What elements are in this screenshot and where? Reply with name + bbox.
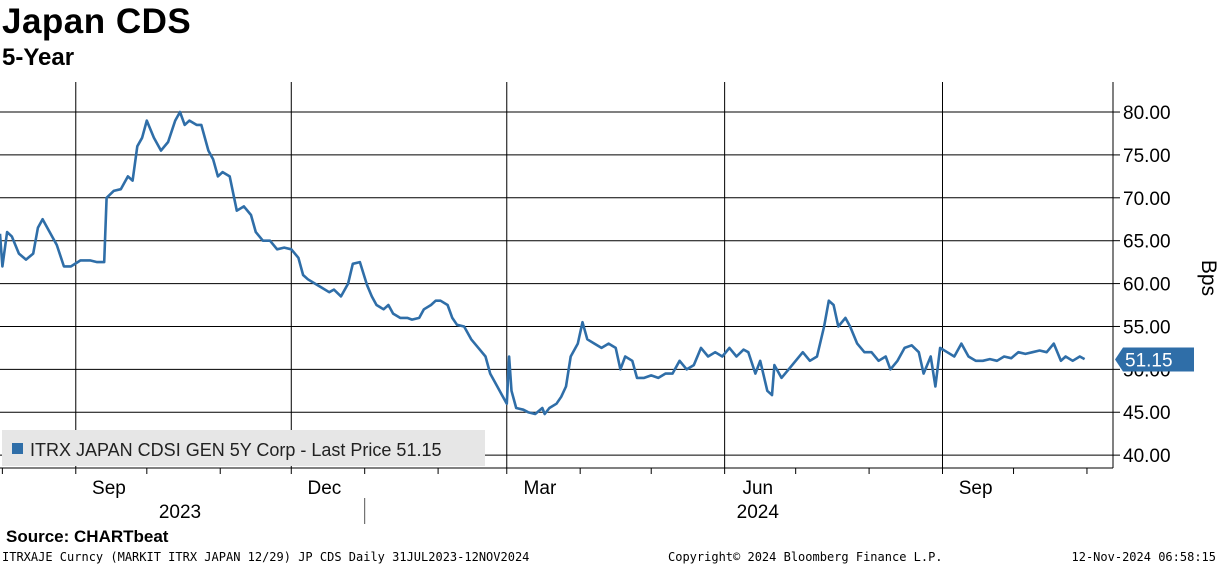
y-tick-label: 40.00 (1123, 446, 1171, 467)
y-tick-label: 80.00 (1123, 103, 1171, 124)
copyright-note: Copyright© 2024 Bloomberg Finance L.P. (668, 550, 943, 564)
x-tick-label: Jun (742, 478, 773, 499)
y-tick-label: 65.00 (1123, 232, 1171, 253)
legend-text: ITRX JAPAN CDSI GEN 5Y Corp - Last Price… (30, 440, 441, 460)
x-tick-label: Mar (524, 478, 557, 499)
y-axis-label: Bps (1197, 260, 1220, 296)
timestamp: 12-Nov-2024 06:58:15 (1071, 550, 1217, 564)
y-tick-label: 60.00 (1123, 275, 1171, 296)
x-year-label: 2023 (159, 502, 201, 523)
ticker-info: ITRXAJE Curncy (MARKIT ITRX JAPAN 12/29)… (2, 550, 530, 564)
x-tick-label: Sep (959, 478, 993, 499)
x-tick-label: Sep (92, 478, 126, 499)
legend-swatch (12, 443, 23, 454)
legend-layer: ITRX JAPAN CDSI GEN 5Y Corp - Last Price… (2, 430, 485, 466)
grid-layer (0, 82, 1113, 468)
x-tick-label: Dec (308, 478, 342, 499)
y-tick-label: 75.00 (1123, 146, 1171, 167)
page-subtitle: 5-Year (2, 44, 75, 71)
source-note: Source: CHARTbeat (6, 527, 169, 546)
last-value-tag (1115, 347, 1194, 372)
y-tick-label: 70.00 (1123, 189, 1171, 210)
x-year-label: 2024 (737, 502, 780, 523)
series-layer (0, 110, 1086, 416)
y-tick-label: 45.00 (1123, 403, 1171, 424)
page-title: Japan CDS (2, 2, 192, 41)
axis-layer: 40.0045.0050.0055.0060.0065.0070.0075.00… (0, 82, 1194, 524)
last-value-label: 51.15 (1125, 350, 1173, 371)
legend-box (2, 430, 485, 466)
series-line (0, 110, 1086, 416)
y-tick-label: 55.00 (1123, 317, 1171, 338)
